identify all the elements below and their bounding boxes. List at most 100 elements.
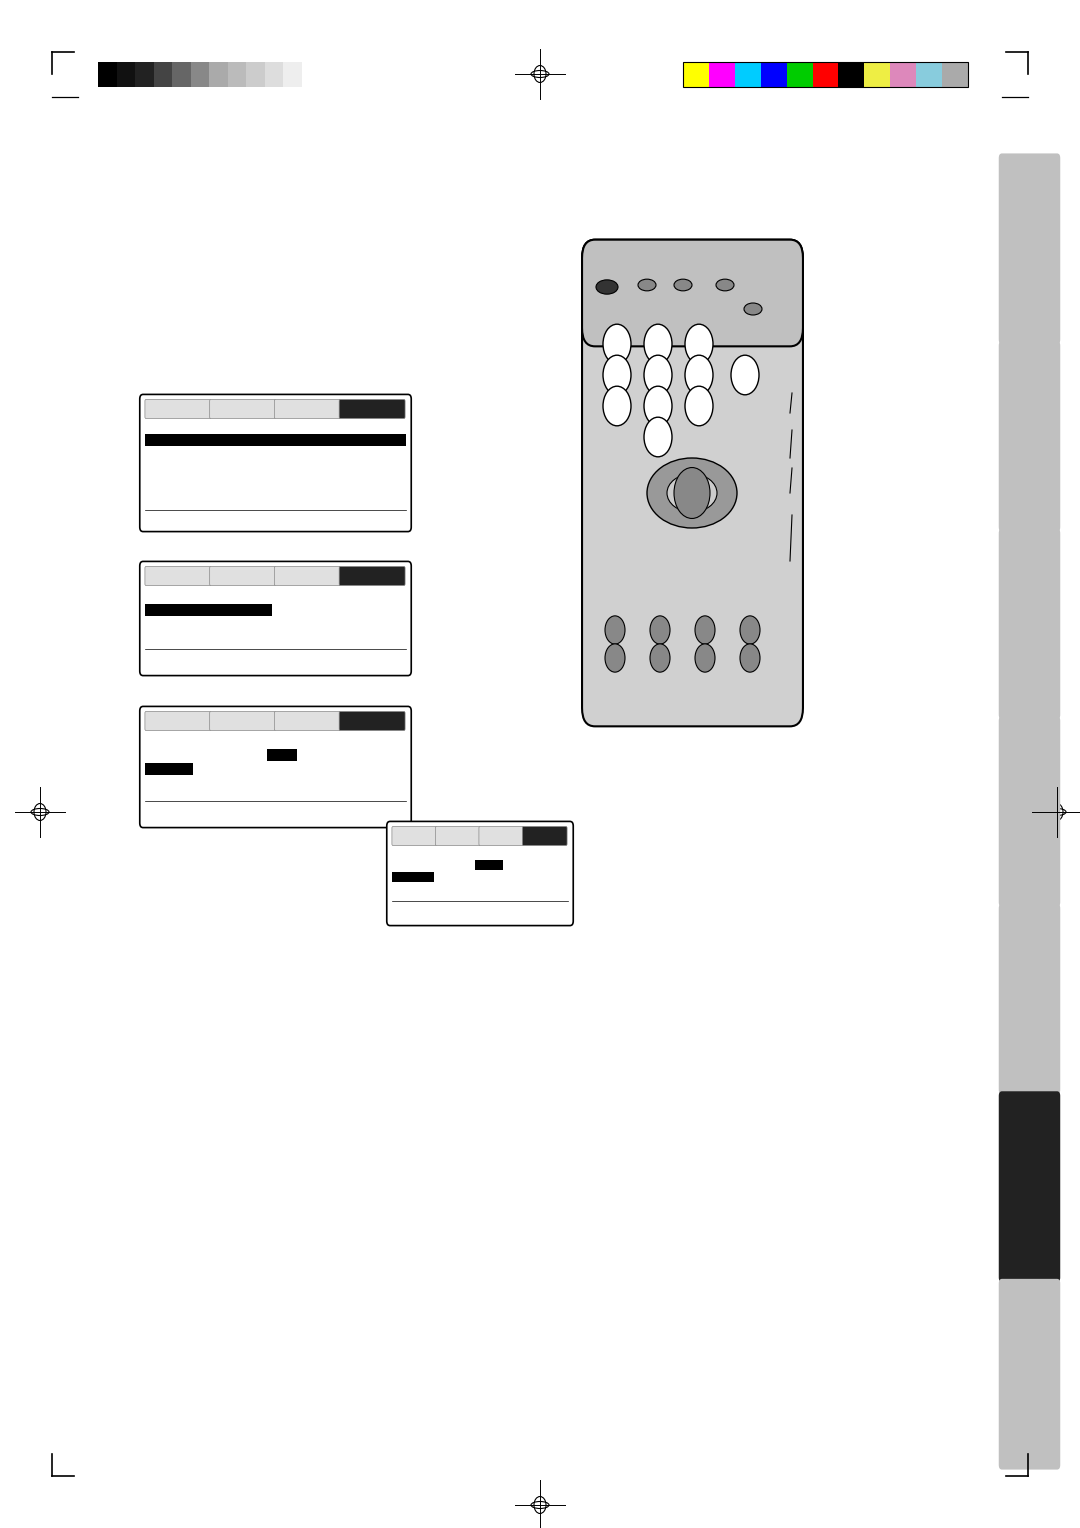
Text: 10.: 10. bbox=[93, 1012, 111, 1024]
Text: LANGUAGE: LANGUAGE bbox=[149, 423, 195, 432]
Text: 8: 8 bbox=[654, 400, 662, 411]
Text: ↔  Z  ↔   SPACE   ↔  +  ↔  –: ↔ Z ↔ SPACE ↔ + ↔ – bbox=[390, 949, 541, 960]
Text: RESET: RESET bbox=[613, 604, 626, 608]
Text: SELECT ◄► SET    ENTER: SELECT ◄► SET ENTER bbox=[394, 905, 481, 911]
Text: To erase channel labels:: To erase channel labels: bbox=[78, 1033, 239, 1047]
Text: AUDIO: AUDIO bbox=[234, 573, 252, 578]
Text: Press ▲ or ▼ to highlight CH LABEL.: Press ▲ or ▼ to highlight CH LABEL. bbox=[110, 376, 319, 390]
Text: START ►: START ► bbox=[280, 435, 314, 445]
Text: 6.: 6. bbox=[93, 694, 105, 706]
Text: FAV▼: FAV▼ bbox=[742, 581, 753, 585]
Text: To create channel labels:: To create channel labels: bbox=[78, 330, 244, 342]
Text: 2.: 2. bbox=[93, 361, 105, 374]
Text: PICTURE: PICTURE bbox=[166, 573, 190, 578]
Text: 21: 21 bbox=[534, 1497, 546, 1508]
Text: PICTURE: PICTURE bbox=[166, 405, 190, 411]
Text: ◄: ◄ bbox=[650, 487, 658, 498]
Text: Press MENU, then press ◄ or ► until the OPTION menu appears.: Press MENU, then press ◄ or ► until the … bbox=[110, 361, 486, 374]
Text: Appendix: Appendix bbox=[1025, 1354, 1034, 1395]
Text: DVD
MENU: DVD MENU bbox=[744, 608, 756, 616]
Text: Press ◄ or ► to display the CH LABEL menu.
    SET/CLEAR will be highlighted.: Press ◄ or ► to display the CH LABEL men… bbox=[110, 1094, 369, 1125]
Text: CAPTEXT: CAPTEXT bbox=[671, 604, 689, 608]
Text: AUDIO: AUDIO bbox=[449, 833, 467, 837]
Text: Press ENTER.: Press ENTER. bbox=[110, 1125, 187, 1137]
Text: Press EXIT to clear the screen.: Press EXIT to clear the screen. bbox=[114, 1012, 295, 1024]
Text: Connecting
your TV: Connecting your TV bbox=[1020, 599, 1040, 648]
Text: 7: 7 bbox=[613, 400, 621, 411]
Text: AUDIO: AUDIO bbox=[234, 718, 252, 723]
Text: 9.: 9. bbox=[93, 983, 105, 996]
Text: Channel
Numbers: Channel Numbers bbox=[795, 385, 842, 408]
Text: 2.: 2. bbox=[93, 1063, 105, 1077]
Text: A———: A——— bbox=[475, 874, 501, 880]
Text: SETUP: SETUP bbox=[299, 718, 316, 723]
Text: ▲: ▲ bbox=[688, 460, 696, 471]
Text: CH-: CH- bbox=[687, 529, 697, 533]
Text: EXIT: EXIT bbox=[610, 549, 620, 552]
Text: OPTION: OPTION bbox=[362, 405, 383, 411]
Text: Press ▲ or ▼ to highlight CH LABEL.: Press ▲ or ▼ to highlight CH LABEL. bbox=[110, 1079, 319, 1093]
Text: TV: TV bbox=[644, 283, 650, 287]
Text: 8.: 8. bbox=[93, 892, 104, 906]
Text: Repeat steps 1–8 for other channels. You can assign a label to
each channel.: Repeat steps 1–8 for other channels. You… bbox=[110, 983, 477, 1015]
Text: FAV▲: FAV▲ bbox=[742, 549, 753, 552]
Text: 0: 0 bbox=[654, 432, 662, 442]
Text: SETUP: SETUP bbox=[299, 573, 316, 578]
Text: ▼: ▼ bbox=[688, 516, 696, 526]
Text: VOL
-: VOL - bbox=[639, 487, 649, 498]
Text: –  ↔  0  ↔  …  ↔  9  ↔  A  ↔  …: – ↔ 0 ↔ … ↔ 9 ↔ A ↔ … bbox=[390, 934, 556, 943]
Text: 4.: 4. bbox=[93, 1094, 105, 1106]
Text: Menu/
Enter: Menu/ Enter bbox=[795, 460, 827, 483]
Text: ON/OFF TIMER: ON/OFF TIMER bbox=[149, 475, 210, 484]
Text: DVD: DVD bbox=[748, 292, 757, 296]
Text: SET/CLEAR: SET/CLEAR bbox=[148, 607, 193, 614]
Text: 3.: 3. bbox=[93, 1079, 104, 1093]
Text: LABEL: LABEL bbox=[394, 874, 416, 880]
Text: VOL
+: VOL + bbox=[735, 487, 745, 498]
Text: OPTION: OPTION bbox=[535, 833, 556, 837]
Text: 5: 5 bbox=[654, 370, 662, 380]
Text: Press ◄ or ► to display the CH LABEL menu. SET/CLEAR will be
highlighted.: Press ◄ or ► to display the CH LABEL men… bbox=[110, 533, 480, 565]
Text: CH LABEL : CH 12: CH LABEL : CH 12 bbox=[394, 850, 469, 859]
Text: OPTION: OPTION bbox=[362, 718, 383, 723]
Text: 6.: 6. bbox=[93, 1125, 105, 1137]
Text: 3.: 3. bbox=[93, 376, 104, 390]
Text: Labeling channels: Labeling channels bbox=[78, 228, 305, 248]
Text: Important
Safeguards: Important Safeguards bbox=[1020, 225, 1040, 274]
Text: COLORSTREAM: COLORSTREAM bbox=[149, 487, 213, 497]
Text: END      EXIT: END EXIT bbox=[394, 912, 437, 918]
Text: Press ◄ or ► to highlight SET.: Press ◄ or ► to highlight SET. bbox=[110, 678, 282, 691]
Text: ►: ► bbox=[726, 487, 733, 498]
Text: CH LABEL : CH 12: CH LABEL : CH 12 bbox=[148, 591, 237, 601]
Text: 1: 1 bbox=[613, 339, 621, 348]
Text: FAV▲: FAV▲ bbox=[742, 558, 753, 562]
Text: SELECT  ▲▼    START    ◄►: SELECT ▲▼ START ◄► bbox=[148, 513, 257, 523]
Text: SELECT  ◄►  SET       ENTER: SELECT ◄► SET ENTER bbox=[148, 804, 265, 813]
Text: MENU/
ENTER: MENU/ ENTER bbox=[683, 487, 701, 498]
Text: 3: 3 bbox=[696, 339, 703, 348]
Text: PICTURE: PICTURE bbox=[166, 718, 190, 723]
Text: RECALL: RECALL bbox=[649, 549, 665, 552]
Text: ENGLISH: ENGLISH bbox=[280, 423, 316, 432]
Text: 4: 4 bbox=[613, 370, 621, 380]
Text: CABLE: CABLE bbox=[718, 266, 732, 270]
Text: SETUP: SETUP bbox=[299, 405, 316, 411]
Text: Press ◄ or ► to enter a character in
the first space. Press the button
repeatedl: Press ◄ or ► to enter a character in the… bbox=[110, 831, 346, 898]
Text: 2: 2 bbox=[654, 339, 662, 348]
Text: SET/CLEAR: SET/CLEAR bbox=[394, 862, 432, 868]
Text: DVD: DVD bbox=[280, 487, 299, 497]
Text: OFF: OFF bbox=[280, 475, 296, 484]
Text: OPTION: OPTION bbox=[362, 573, 383, 578]
Text: SETUP: SETUP bbox=[492, 833, 511, 837]
Text: The character will change as below.: The character will change as below. bbox=[390, 917, 590, 927]
Text: Welcome to
Toshiba: Welcome to Toshiba bbox=[1020, 411, 1040, 461]
Text: Select a channel you want to label.: Select a channel you want to label. bbox=[110, 345, 318, 359]
Text: Exit: Exit bbox=[795, 510, 814, 520]
Text: Channel labels appear over the channel number display each time you
turn on the : Channel labels appear over the channel n… bbox=[78, 270, 499, 319]
Text: Press MENU, then press ◄ or ► until the OPTION menu appears.: Press MENU, then press ◄ or ► until the … bbox=[110, 1063, 486, 1077]
Text: 5.: 5. bbox=[93, 678, 104, 691]
Text: CH LABEL: CH LABEL bbox=[149, 435, 190, 445]
Text: CH LABEL : CH 12: CH LABEL : CH 12 bbox=[148, 736, 237, 746]
Text: If you would like a blank space in the
label name, you must choose a blank
space: If you would like a blank space in the l… bbox=[78, 923, 467, 990]
Text: ————: ———— bbox=[278, 620, 311, 630]
